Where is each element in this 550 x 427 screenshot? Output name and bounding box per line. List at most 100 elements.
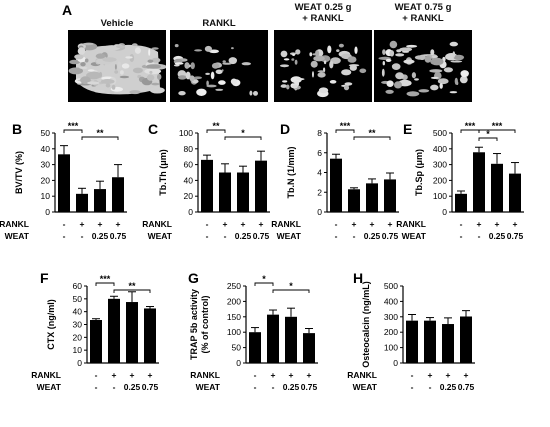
y-tick-label: 200	[227, 296, 241, 306]
bar	[473, 152, 485, 212]
rankl-value: +	[352, 219, 357, 229]
ct-image-title: WEAT 0.75 g + RANKL	[364, 2, 482, 24]
bar	[267, 314, 279, 363]
y-tick-label: 50	[232, 343, 242, 353]
y-tick-label: 8	[317, 128, 322, 138]
significance-bracket	[478, 129, 516, 133]
rankl-row-label: RANKL	[142, 219, 172, 229]
bar	[384, 179, 396, 212]
rankl-value: +	[464, 370, 469, 380]
y-axis-label: CTX (ng/ml)	[46, 299, 56, 350]
y-tick-label: 0	[442, 207, 447, 217]
weat-value: -	[95, 382, 98, 392]
weat-row-label: WEAT	[37, 382, 62, 392]
significance-label: **	[368, 128, 376, 138]
significance-label: *	[486, 129, 490, 139]
significance-bracket	[63, 129, 83, 133]
bar	[442, 324, 454, 363]
ct-image-title-line: + RANKL	[402, 13, 444, 24]
panel-letter: F	[40, 270, 49, 286]
weat-row-label: WEAT	[402, 231, 427, 241]
weat-value: 0.75	[253, 231, 270, 241]
y-tick-label: 100	[384, 343, 398, 353]
significance-bracket	[95, 282, 115, 286]
y-tick-label: 200	[433, 175, 447, 185]
y-tick-label: 0	[45, 207, 50, 217]
weat-value: 0.75	[301, 382, 318, 392]
y-tick-label: 100	[433, 191, 447, 201]
bar	[201, 159, 213, 212]
weat-value: -	[81, 231, 84, 241]
significance-label: **	[212, 121, 220, 131]
significance-label: ***	[465, 121, 476, 131]
rankl-row-label: RANKL	[0, 219, 29, 229]
y-axis-label-line-2: (% of control)	[200, 296, 210, 354]
bar	[509, 173, 521, 212]
y-axis-label: Tb.Sp (μm)	[414, 149, 424, 196]
panel-letter: H	[353, 270, 363, 286]
significance-bracket	[353, 136, 391, 140]
weat-value: -	[113, 382, 116, 392]
rankl-value: -	[95, 370, 98, 380]
bar	[330, 158, 342, 212]
panel-letter: G	[188, 270, 199, 286]
y-tick-label: 0	[317, 207, 322, 217]
weat-row-label: WEAT	[277, 231, 302, 241]
y-tick-label: 300	[433, 160, 447, 170]
chart-panel-e: ETb.Sp (μm)0100200300400500*******RANKLW…	[396, 121, 524, 241]
rankl-value: +	[223, 219, 228, 229]
ct-image-title-line: RANKL	[202, 18, 236, 29]
weat-value: 0.25	[283, 382, 300, 392]
bar	[219, 172, 231, 212]
weat-value: -	[254, 382, 257, 392]
y-tick-label: 0	[236, 358, 241, 368]
weat-value: 0.75	[142, 382, 159, 392]
weat-value: -	[206, 231, 209, 241]
micro-ct-image	[274, 30, 372, 102]
micro-ct-image	[374, 30, 472, 102]
ct-image-title-line: + RANKL	[302, 13, 344, 24]
y-tick-label: 200	[384, 327, 398, 337]
y-tick-label: 300	[384, 312, 398, 322]
weat-value: -	[63, 231, 66, 241]
bar	[255, 160, 267, 212]
y-tick-label: 250	[227, 281, 241, 291]
weat-value: 0.25	[440, 382, 457, 392]
significance-label: *	[289, 281, 293, 291]
bar	[491, 163, 503, 212]
y-axis-label: BV/TV (%)	[14, 151, 24, 194]
rankl-row-label: RANKL	[271, 219, 301, 229]
y-tick-label: 150	[227, 312, 241, 322]
rankl-value: +	[148, 370, 153, 380]
y-tick-label: 0	[77, 358, 82, 368]
rankl-value: -	[460, 219, 463, 229]
rankl-value: +	[271, 370, 276, 380]
weat-value: 0.75	[458, 382, 475, 392]
bar	[144, 308, 156, 363]
weat-value: 0.25	[235, 231, 252, 241]
bar	[406, 320, 418, 363]
y-tick-label: 2	[317, 187, 322, 197]
panel-a-letter: A	[62, 2, 73, 18]
y-tick-label: 40	[184, 175, 194, 185]
y-tick-label: 10	[73, 345, 83, 355]
rankl-value: -	[411, 370, 414, 380]
y-tick-label: 80	[184, 144, 194, 154]
y-axis-label: Tb.Th (μm)	[158, 149, 168, 196]
y-tick-label: 20	[73, 332, 83, 342]
weat-value: 0.25	[489, 231, 506, 241]
weat-value: 0.25	[364, 231, 381, 241]
rankl-value: +	[370, 219, 375, 229]
weat-value: -	[478, 231, 481, 241]
panel-letter: B	[12, 121, 22, 137]
significance-bracket	[206, 129, 226, 133]
bar	[366, 183, 378, 212]
significance-bracket	[272, 289, 310, 293]
weat-value: -	[460, 231, 463, 241]
rankl-value: +	[241, 219, 246, 229]
significance-label: ***	[68, 121, 79, 131]
y-tick-label: 40	[41, 144, 51, 154]
significance-bracket	[224, 136, 262, 140]
